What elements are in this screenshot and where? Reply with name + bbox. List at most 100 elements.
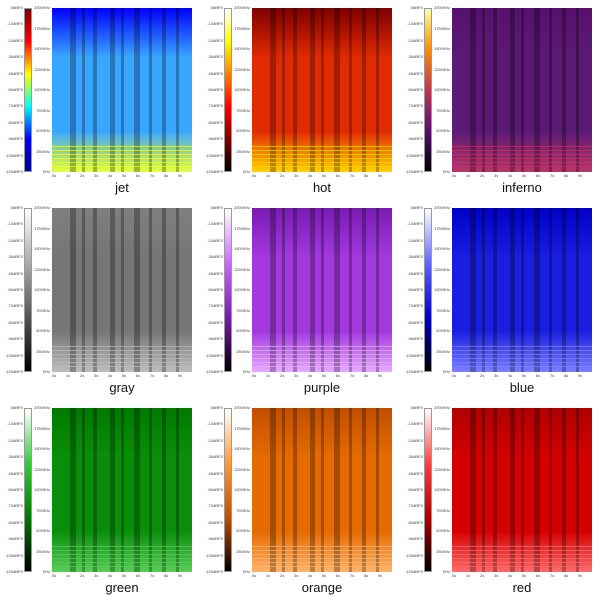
- colorbar-tick: -60dBFS: [207, 87, 223, 92]
- harmonic-band: [452, 566, 592, 567]
- y-tick-label: 10000Hz: [233, 487, 250, 492]
- x-tick-label: 9s: [178, 373, 183, 378]
- colorbar-tick: -108dBFS: [4, 152, 23, 158]
- spectrogram-stripe: [176, 8, 179, 172]
- colorbar-tick: -120dBFS: [404, 369, 423, 374]
- y-tick-label: 17500Hz: [233, 225, 250, 231]
- spectrogram-stripe: [293, 8, 297, 172]
- harmonic-band: [452, 350, 592, 351]
- y-tick-label: 20000Hz: [433, 205, 450, 210]
- y-tick-label: 2500Hz: [436, 548, 450, 554]
- colormap-label: inferno: [502, 180, 542, 195]
- spectrogram-stripe: [549, 208, 552, 372]
- spectrogram-stripe: [482, 8, 485, 172]
- colorbar-tick: -72dBFS: [407, 303, 423, 309]
- x-tick-label: 8s: [364, 573, 369, 578]
- spectrogram-stripe: [549, 408, 552, 572]
- x-tick-label: 7s: [550, 573, 555, 578]
- y-tick-label: 7500Hz: [36, 507, 50, 513]
- x-tick-label: 0s: [252, 573, 257, 578]
- spectrogram-stripe: [110, 408, 115, 572]
- colorbar-tick: -60dBFS: [207, 287, 223, 292]
- colorbar-tick: -72dBFS: [207, 103, 223, 109]
- y-tick-label: 2500Hz: [236, 548, 250, 554]
- x-tick-label: 7s: [350, 373, 355, 378]
- colorbar-tick: -12dBFS: [207, 421, 223, 427]
- x-tick-label: 1s: [466, 573, 471, 578]
- y-tick-label: 12500Hz: [233, 466, 250, 472]
- x-tick-label: 5s: [322, 573, 327, 578]
- spectrogram-stripe: [176, 208, 179, 372]
- colorbar-tick: -36dBFS: [207, 254, 223, 260]
- x-tick-label: 4s: [508, 573, 513, 578]
- spectrogram-stripe: [70, 408, 76, 572]
- spectrogram-stripe: [470, 8, 476, 172]
- colorbar-tick: -108dBFS: [404, 152, 423, 158]
- y-tick-label: 20000Hz: [433, 405, 450, 410]
- x-tick-label: 5s: [122, 173, 127, 178]
- y-tick-label: 15000Hz: [233, 446, 250, 451]
- spectrogram-stripe: [270, 408, 276, 572]
- harmonic-band: [252, 162, 392, 163]
- x-tick-label: 9s: [378, 373, 383, 378]
- spectrogram-stripe: [334, 208, 340, 372]
- colorbar-tick: -108dBFS: [204, 352, 223, 358]
- x-tick-label: 4s: [308, 373, 313, 378]
- panel-inferno: 0dBFS -12dBFS -24dBFS -36dBFS -48dBFS -60dBFS…: [400, 0, 600, 200]
- y-tick-label: 7500Hz: [236, 307, 250, 313]
- x-tick-label: 3s: [94, 373, 99, 378]
- spectrogram-stripe: [93, 208, 97, 372]
- colormap-label: purple: [303, 380, 341, 395]
- colorbar-tick: -24dBFS: [7, 37, 23, 43]
- y-tick-label: 2500Hz: [436, 148, 450, 154]
- x-tick-label: 8s: [164, 573, 169, 578]
- x-tick-label: 6s: [336, 573, 341, 578]
- y-tick-label: 15000Hz: [33, 46, 50, 51]
- y-tick-label: 2500Hz: [36, 348, 50, 354]
- x-tick-label: 0s: [452, 373, 457, 378]
- colorbar-tick: -108dBFS: [204, 552, 223, 558]
- spectrogram: [452, 408, 592, 572]
- spectrogram-stripe: [149, 8, 152, 172]
- spectrogram-stripe: [282, 408, 285, 572]
- harmonic-band: [252, 554, 392, 555]
- x-tick-label: 2s: [280, 573, 285, 578]
- spectrogram-stripe: [93, 408, 97, 572]
- spectrogram-stripe: [82, 408, 85, 572]
- y-tick-label: 5000Hz: [36, 528, 50, 533]
- harmonic-band: [52, 562, 192, 563]
- y-tick-label: 17500Hz: [433, 25, 450, 31]
- colorbar: [24, 208, 32, 372]
- harmonic-band: [252, 150, 392, 151]
- colormap-label: red: [512, 580, 532, 595]
- spectrogram-stripe: [282, 208, 285, 372]
- harmonic-band: [452, 558, 592, 559]
- y-tick-label: 7500Hz: [236, 507, 250, 513]
- x-tick-label: 7s: [150, 373, 155, 378]
- panel-green: 0dBFS -12dBFS -24dBFS -36dBFS -48dBFS -60dBFS…: [0, 400, 200, 600]
- colorbar-tick: -72dBFS: [7, 503, 23, 509]
- colorbar-tick: -120dBFS: [4, 169, 23, 174]
- spectrogram-stripe: [270, 208, 276, 372]
- spectrogram-stripe: [534, 408, 540, 572]
- x-tick-label: 0s: [52, 173, 57, 178]
- y-tick-label: 5000Hz: [436, 528, 450, 533]
- x-tick-label: 1s: [66, 573, 71, 578]
- harmonic-band: [52, 350, 192, 351]
- colorbar-tick: -12dBFS: [407, 421, 423, 427]
- colorbar-tick: -84dBFS: [407, 519, 423, 525]
- panel-red: 0dBFS -12dBFS -24dBFS -36dBFS -48dBFS -60dBFS…: [400, 400, 600, 600]
- spectrogram-stripe: [470, 208, 476, 372]
- spectrogram-stripe: [310, 8, 315, 172]
- colorbar-tick: -84dBFS: [7, 519, 23, 525]
- harmonic-band: [452, 362, 592, 363]
- spectrogram-stripe: [493, 208, 497, 372]
- harmonic-band: [452, 354, 592, 355]
- y-tick-label: 5000Hz: [236, 528, 250, 533]
- y-tick-label: 20000Hz: [233, 5, 250, 10]
- colorbar-tick: -12dBFS: [7, 421, 23, 427]
- spectrogram-stripe: [562, 408, 566, 572]
- colorbar-tick: -60dBFS: [207, 487, 223, 492]
- y-tick-label: 17500Hz: [233, 425, 250, 431]
- y-tick-label: 15000Hz: [433, 446, 450, 451]
